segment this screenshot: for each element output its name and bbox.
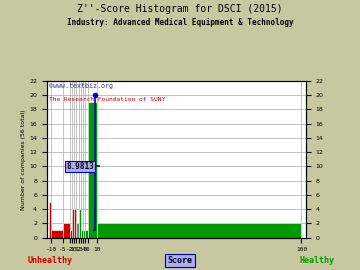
- Bar: [81, 231, 83, 238]
- Text: Unhealthy: Unhealthy: [28, 256, 73, 265]
- Text: Healthy: Healthy: [299, 256, 334, 265]
- Text: The Research Foundation of SUNY: The Research Foundation of SUNY: [49, 97, 166, 102]
- Bar: [69, 231, 72, 238]
- Text: ©www.textbiz.org: ©www.textbiz.org: [49, 83, 113, 89]
- Bar: [51, 231, 63, 238]
- Bar: [83, 231, 85, 238]
- Bar: [63, 223, 69, 238]
- Bar: [76, 223, 78, 238]
- Bar: [49, 202, 51, 238]
- Text: Z''-Score Histogram for DSCI (2015): Z''-Score Histogram for DSCI (2015): [77, 4, 283, 14]
- Text: Industry: Advanced Medical Equipment & Technology: Industry: Advanced Medical Equipment & T…: [67, 18, 293, 26]
- Bar: [97, 223, 301, 238]
- Bar: [74, 209, 76, 238]
- Bar: [72, 209, 74, 238]
- Bar: [78, 209, 81, 238]
- Y-axis label: Number of companies (56 total): Number of companies (56 total): [21, 109, 26, 210]
- Bar: [88, 102, 97, 238]
- Text: 8.9813: 8.9813: [66, 162, 94, 171]
- Text: Score: Score: [167, 256, 193, 265]
- Bar: [85, 231, 88, 238]
